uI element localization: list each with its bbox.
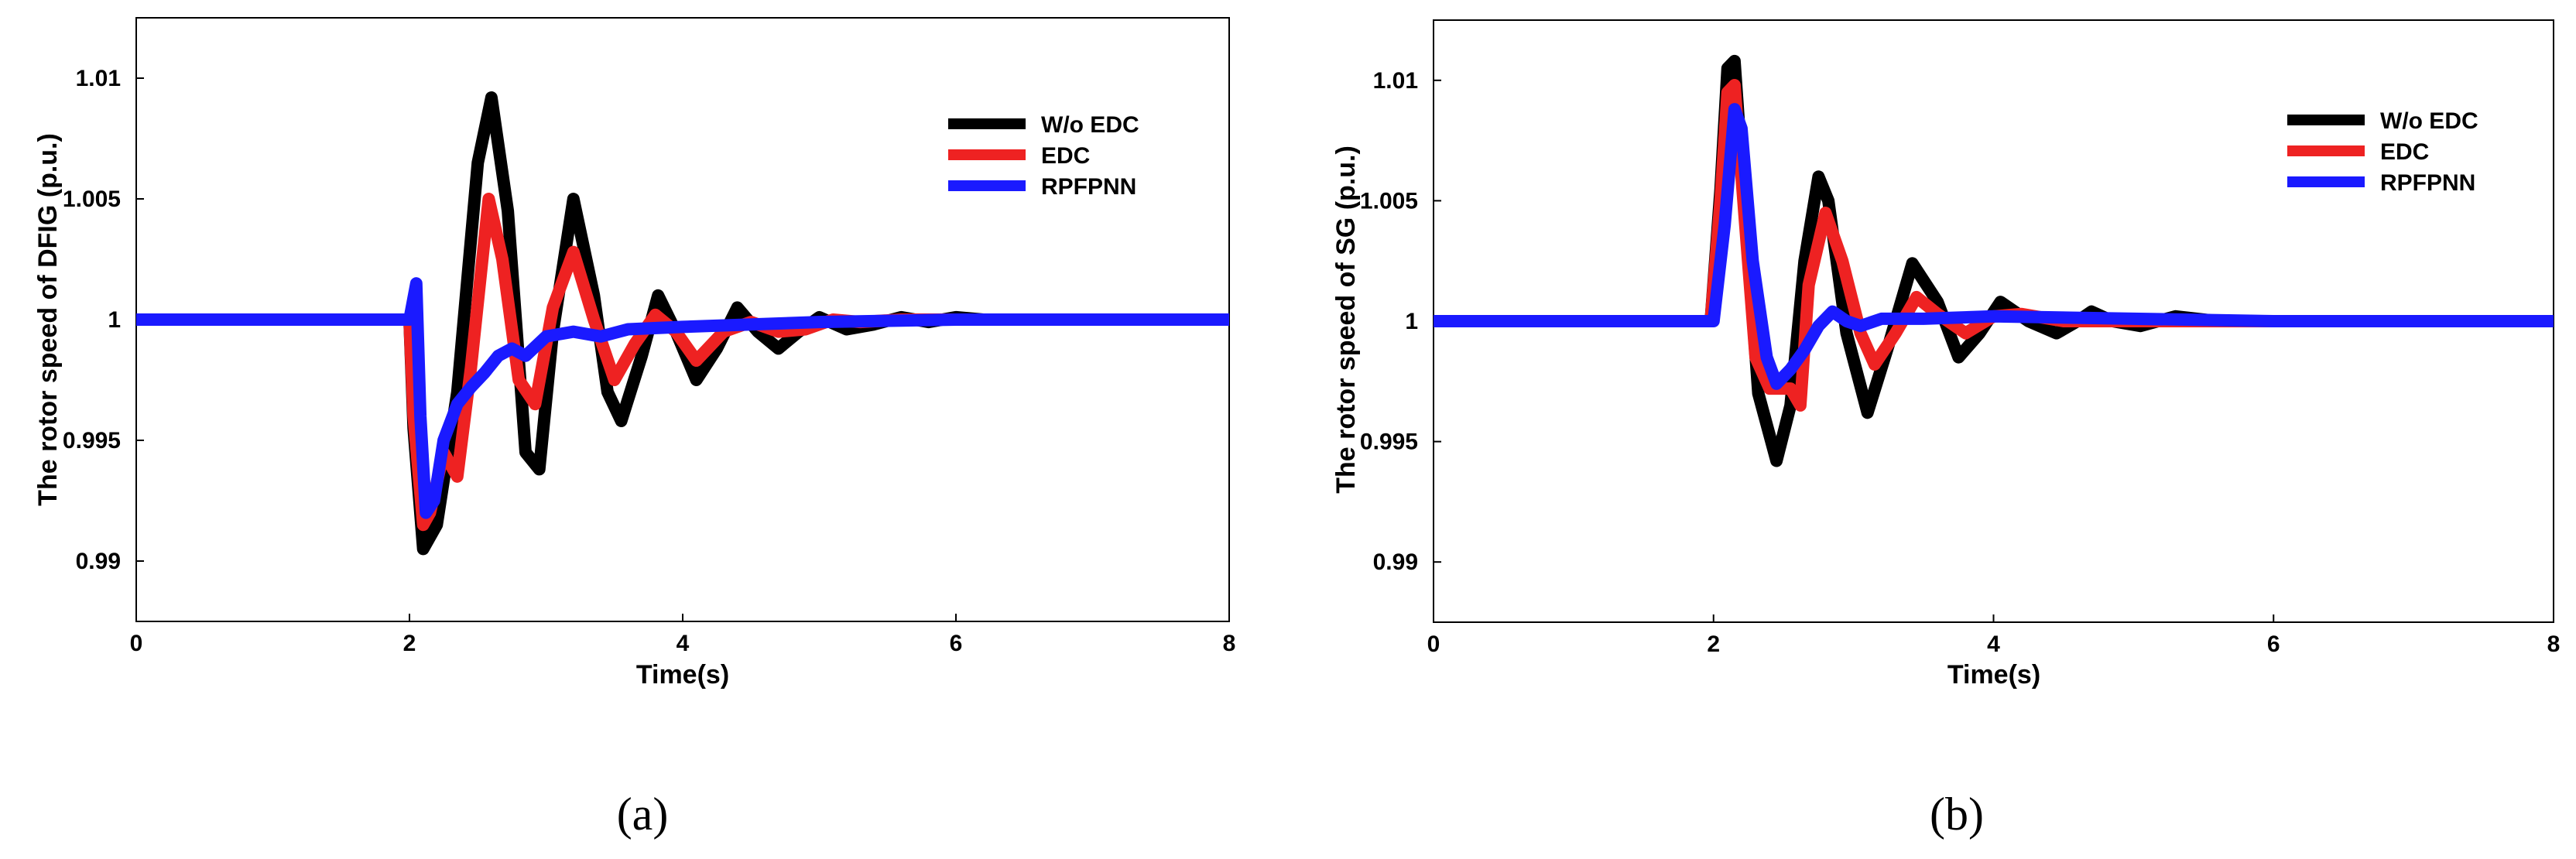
x-tick-label: 0 [1427, 631, 1440, 657]
y-axis-label-a: The rotor speed of DFIG (p.u.) [33, 133, 63, 506]
x-tick-label: 2 [1707, 631, 1720, 657]
y-tick-label: 1 [1405, 309, 1418, 334]
x-ticks-a: 0 2 4 6 8 [130, 614, 1236, 656]
series-line-rpfpnn [1434, 103, 2554, 390]
y-ticks-b: 0.99 0.995 1 1.005 1.01 [1360, 68, 1441, 575]
y-tick-label: 1.005 [1360, 188, 1418, 214]
legend-label: W/o EDC [1041, 112, 1139, 138]
x-tick-label: 4 [677, 631, 690, 656]
series-line-rpfpnn [136, 277, 1229, 519]
y-tick-label: 1 [108, 307, 121, 333]
y-ticks-a: 0.99 0.995 1 1.005 1.01 [63, 66, 144, 574]
x-tick-label: 4 [1987, 631, 2000, 657]
panel-label-b: (b) [1930, 789, 1984, 840]
x-ticks-b: 0 2 4 6 8 [1427, 614, 2561, 657]
legend-a: W/o EDC EDC RPFPNN [948, 112, 1139, 200]
y-tick-label: 1.005 [63, 187, 121, 212]
x-tick-label: 6 [950, 631, 963, 656]
chart-panel-b: 0 2 4 6 8 0.99 0.995 1 1.005 1.01 Time(s) The ro… [1331, 19, 2561, 840]
y-axis-label-b: The rotor speed of SG (p.u.) [1331, 145, 1361, 494]
x-axis-label-b: Time(s) [1947, 660, 2040, 690]
plot-area-b [1434, 54, 2554, 467]
panel-label-a: (a) [617, 789, 669, 840]
y-tick-label: 0.995 [1360, 430, 1418, 455]
y-tick-label: 1.01 [1373, 68, 1418, 94]
x-tick-label: 2 [403, 631, 416, 656]
x-tick-label: 6 [2267, 631, 2280, 657]
y-tick-label: 1.01 [76, 66, 121, 91]
legend-label: RPFPNN [1041, 174, 1136, 200]
legend-label: W/o EDC [2380, 108, 2478, 134]
legend-b: W/o EDC EDC RPFPNN [2287, 108, 2478, 196]
legend-label: RPFPNN [2380, 170, 2475, 196]
legend-label: EDC [2380, 139, 2429, 165]
x-tick-label: 8 [1223, 631, 1236, 656]
legend-label: EDC [1041, 143, 1090, 169]
y-tick-label: 0.99 [1373, 549, 1418, 575]
y-tick-label: 0.995 [63, 428, 121, 453]
x-axis-label-a: Time(s) [636, 660, 729, 690]
chart-panel-a: 0 2 4 6 8 0.99 0.995 1 1.005 1.01 Time(s) The ro… [33, 17, 1236, 840]
x-tick-label: 0 [130, 631, 143, 656]
plot-area-a [136, 91, 1229, 556]
x-tick-label: 8 [2547, 631, 2561, 657]
y-tick-label: 0.99 [76, 549, 121, 574]
